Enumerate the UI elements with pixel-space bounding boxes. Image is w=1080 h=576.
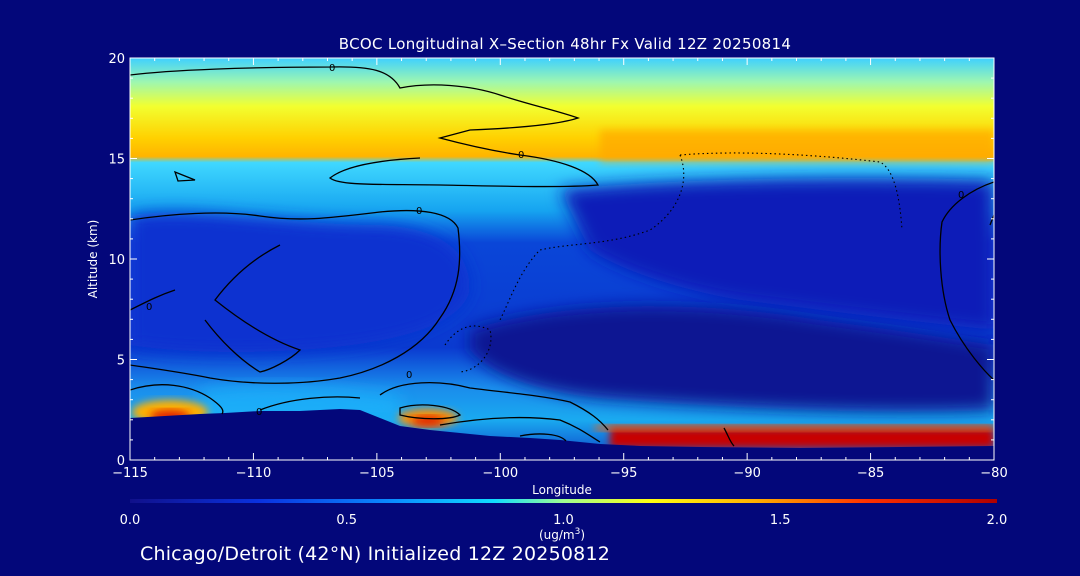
contour-label: 0 xyxy=(406,370,412,381)
y-tick-label: 0 xyxy=(117,454,125,469)
units-main: (ug/m xyxy=(538,528,575,542)
x-axis-label: Longitude xyxy=(532,483,592,497)
colorbar-tick-label: 1.0 xyxy=(553,513,574,528)
x-tick-label: −110 xyxy=(236,466,272,481)
field-surface-orange-east xyxy=(595,425,994,431)
contour-label: 0 xyxy=(256,407,262,418)
x-tick-label: −80 xyxy=(980,466,1007,481)
field-upper-orange xyxy=(600,130,994,162)
field-low-east-lower xyxy=(470,306,994,412)
contour-label: 0 xyxy=(146,302,152,313)
x-tick-label: −85 xyxy=(857,466,884,481)
contour-dotted-loop xyxy=(444,325,492,373)
contour-labels: 0 0 0 0 0 0 0 xyxy=(146,63,964,418)
footer-caption: Chicago/Detroit (42°N) Initialized 12Z 2… xyxy=(140,543,611,565)
contour-lines xyxy=(130,66,994,447)
contour-surface-lower xyxy=(439,416,601,443)
contour-top xyxy=(130,66,581,156)
x-tick-label: −95 xyxy=(610,466,637,481)
colorbar xyxy=(130,499,997,503)
contour-mid-west xyxy=(130,209,461,384)
y-tick-label: 5 xyxy=(117,354,125,369)
field-low-east-upper xyxy=(560,178,994,330)
field-low-west xyxy=(130,212,470,353)
field-surface-red-east xyxy=(610,428,994,448)
colorbar-tick-label: 0.5 xyxy=(336,513,357,528)
contour-dotted xyxy=(444,152,903,373)
contour-surface-arc xyxy=(379,382,609,431)
units-sup: 3 xyxy=(574,527,581,537)
contour-surface-loop xyxy=(399,404,462,420)
contour-surface-west xyxy=(130,384,224,415)
heatmap-field: 0 0 0 0 0 0 0 xyxy=(130,58,994,460)
contour-east-surface xyxy=(723,427,735,447)
contour-label: 0 xyxy=(416,206,422,217)
x-tick-label: −90 xyxy=(733,466,760,481)
contour-surface-mid xyxy=(259,396,361,411)
y-tick-label: 15 xyxy=(108,153,125,168)
x-tick-label: −115 xyxy=(112,466,148,481)
x-tick-label: −100 xyxy=(482,466,518,481)
colorbar-ticks: 0.0 0.5 1.0 1.5 2.0 xyxy=(120,513,1008,528)
contour-label: 0 xyxy=(518,150,524,161)
y-axis-label: Altitude (km) xyxy=(86,220,100,299)
x-tick-label: −105 xyxy=(359,466,395,481)
contour-west-edge xyxy=(130,289,176,311)
contour-east xyxy=(939,181,994,381)
contour-small-loop xyxy=(173,170,196,182)
contour-label: 0 xyxy=(958,190,964,201)
colorbar-tick-label: 2.0 xyxy=(987,513,1008,528)
x-axis: −115 −110 −105 −100 −95 −90 −85 −80 xyxy=(112,58,1008,481)
y-tick-label: 20 xyxy=(108,52,125,67)
contour-east-nub xyxy=(989,214,994,226)
contour-surface-small xyxy=(519,433,567,442)
y-tick-label: 10 xyxy=(108,253,125,268)
contour-dotted-top xyxy=(679,152,903,231)
chart-title: BCOC Longitudinal X–Section 48hr Fx Vali… xyxy=(338,35,792,53)
colorbar-tick-label: 0.0 xyxy=(120,513,141,528)
terrain-mask xyxy=(130,409,994,460)
colorbar-tick-label: 1.5 xyxy=(770,513,791,528)
contour-label: 0 xyxy=(329,63,335,74)
y-axis: 0 5 10 15 20 xyxy=(108,52,994,469)
units-tail: ) xyxy=(580,528,586,542)
contour-upper-loop xyxy=(328,154,600,188)
colorbar-units: (ug/m3) xyxy=(532,527,592,542)
contour-inner-west xyxy=(204,244,302,373)
contour-dotted-mid xyxy=(499,154,685,321)
